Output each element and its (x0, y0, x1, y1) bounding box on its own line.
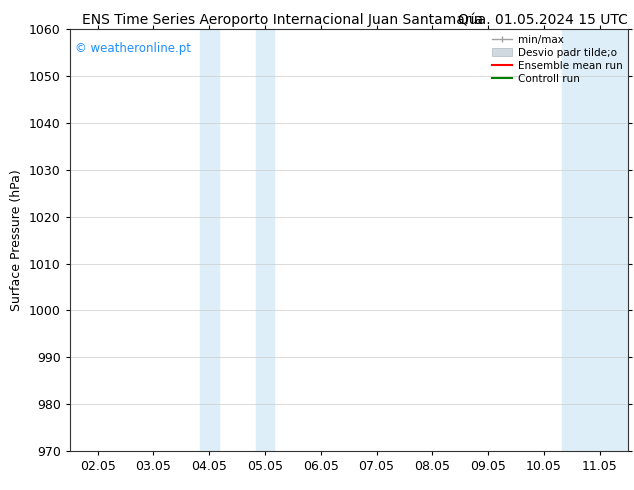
Bar (256, 29, 275, 451)
Bar (562, 29, 581, 451)
Text: Qua. 01.05.2024 15 UTC: Qua. 01.05.2024 15 UTC (458, 12, 628, 26)
Bar (581, 29, 628, 451)
Y-axis label: Surface Pressure (hPa): Surface Pressure (hPa) (10, 169, 23, 311)
Text: ENS Time Series Aeroporto Internacional Juan Santamaría: ENS Time Series Aeroporto Internacional … (82, 12, 484, 27)
Bar (200, 29, 219, 451)
Text: © weatheronline.pt: © weatheronline.pt (75, 42, 191, 55)
Legend: min/max, Desvio padr tilde;o, Ensemble mean run, Controll run: min/max, Desvio padr tilde;o, Ensemble m… (491, 35, 623, 84)
